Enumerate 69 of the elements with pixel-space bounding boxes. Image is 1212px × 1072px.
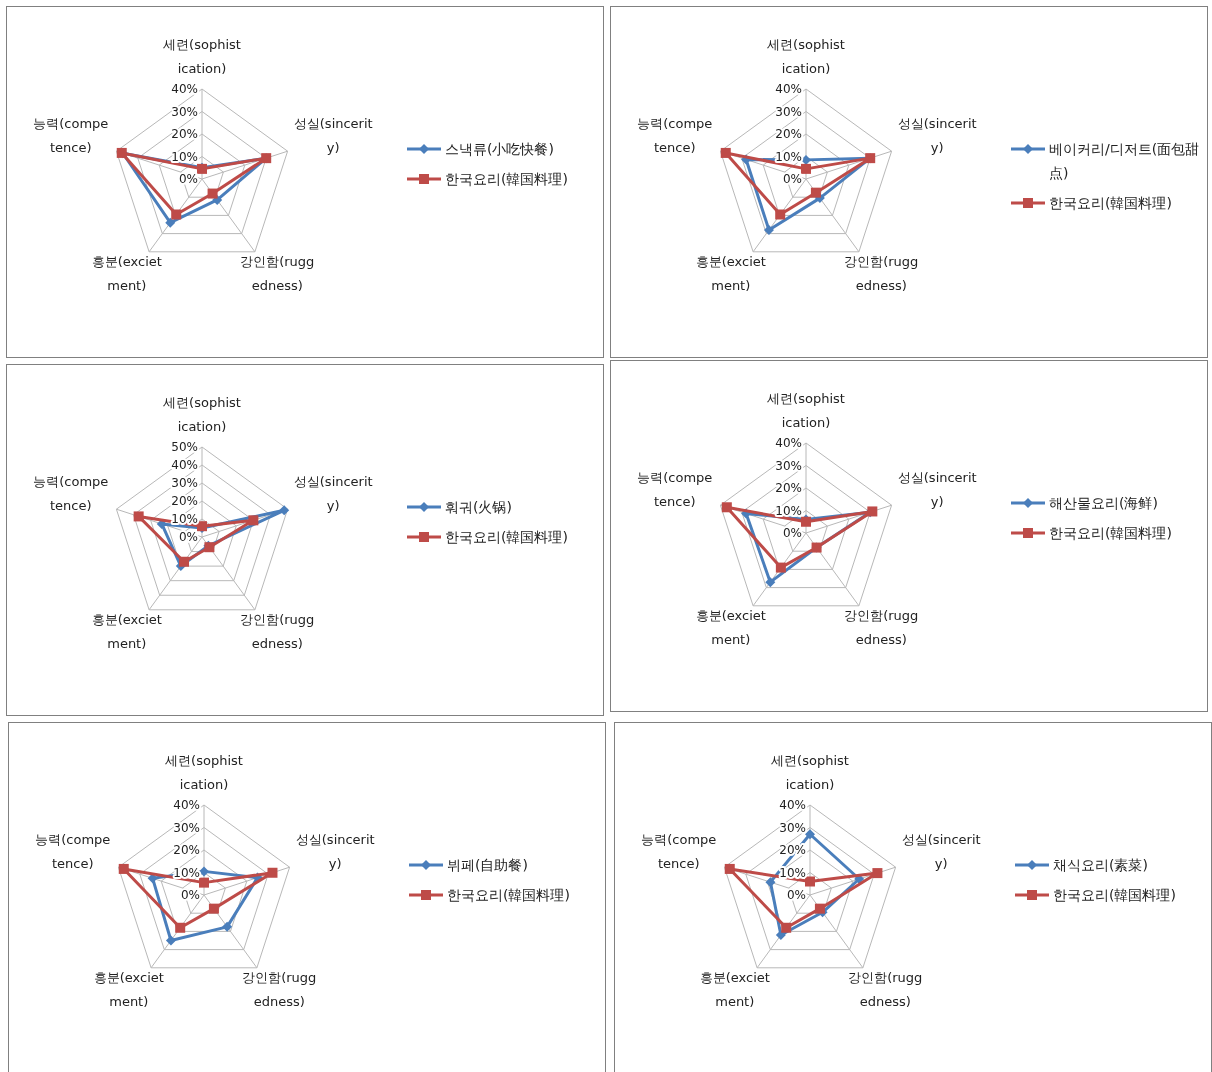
y-tick-label: 10% [171,149,198,164]
category-label: 강인함(ruggedness) [242,969,317,1009]
y-tick-label: 30% [775,458,802,473]
category-label: 성실(sincerity) [901,832,981,872]
category-label: 강인함(ruggedness) [848,969,923,1009]
category-label: 세련(sophistication) [163,395,241,434]
y-tick-label: 30% [173,820,200,835]
category-label: 강인함(ruggedness) [844,253,919,293]
category-label: 세련(sophistication) [771,753,849,792]
category-label: 세련(sophistication) [767,391,845,430]
legend-text: 해산물요리(海鲜) [1049,495,1158,511]
legend-text: 한국요리(韓国料理) [445,529,568,545]
legend-text: 베이커리/디저트(面包甜点) [1049,141,1200,181]
y-tick-label: 0% [178,172,198,186]
y-tick-label: 40% [171,82,198,96]
y-tick-label: 30% [779,820,806,835]
legend-text: 스낵류(小吃快餐) [445,141,554,157]
legend-text: 한국요리(韓国料理) [1053,887,1176,903]
y-tick-label: 40% [779,798,806,812]
category-label: 세련(sophistication) [163,37,241,76]
y-tick-label: 10% [779,865,806,880]
y-tick-label: 20% [775,481,802,495]
y-tick-label: 40% [775,82,802,96]
legend-text: 한국요리(韓国料理) [1049,195,1172,211]
category-label: 능력(competence) [33,474,109,514]
legend-text: 뷔페(自助餐) [447,857,528,873]
category-label: 흥분(excietment) [695,253,766,293]
y-tick-label: 0% [178,530,198,544]
legend-text: 한국요리(韓国料理) [1049,525,1172,541]
category-label: 능력(competence) [637,470,713,510]
y-tick-label: 0% [782,526,802,540]
category-label: 흥분(excietment) [699,969,770,1009]
category-label: 능력(competence) [637,116,713,156]
y-tick-label: 40% [775,436,802,450]
category-label: 세련(sophistication) [767,37,845,76]
y-tick-label: 20% [171,127,198,141]
y-tick-label: 10% [775,503,802,518]
category-label: 성실(sincerity) [293,474,373,514]
y-tick-label: 20% [775,127,802,141]
y-tick-label: 0% [180,888,200,902]
y-tick-label: 20% [171,494,198,508]
category-label: 성실(sincerity) [897,470,977,510]
legend-text: 한국요리(韓国料理) [445,171,568,187]
legend-text: 한국요리(韓国料理) [447,887,570,903]
category-label: 성실(sincerity) [897,116,977,156]
category-label: 세련(sophistication) [165,753,243,792]
y-tick-label: 40% [173,798,200,812]
category-label: 강인함(ruggedness) [240,611,315,651]
y-tick-label: 40% [171,458,198,472]
category-label: 성실(sincerity) [293,116,373,156]
y-tick-label: 0% [786,888,806,902]
category-label: 강인함(ruggedness) [240,253,315,293]
category-label: 강인함(ruggedness) [844,607,919,647]
legend-text: 채식요리(素菜) [1053,857,1148,873]
category-label: 능력(competence) [33,116,109,156]
category-label: 능력(competence) [35,832,111,872]
y-tick-label: 0% [782,172,802,186]
y-tick-label: 30% [171,104,198,119]
category-label: 흥분(excietment) [91,253,162,293]
category-label: 성실(sincerity) [295,832,375,872]
category-label: 흥분(excietment) [93,969,164,1009]
category-label: 흥분(excietment) [91,611,162,651]
y-tick-label: 20% [173,843,200,857]
legend-text: 훠궈(火锅) [445,499,512,515]
category-label: 흥분(excietment) [695,607,766,647]
y-tick-label: 50% [171,440,198,454]
category-label: 능력(competence) [641,832,717,872]
y-tick-label: 30% [775,104,802,119]
y-tick-label: 30% [171,476,198,490]
